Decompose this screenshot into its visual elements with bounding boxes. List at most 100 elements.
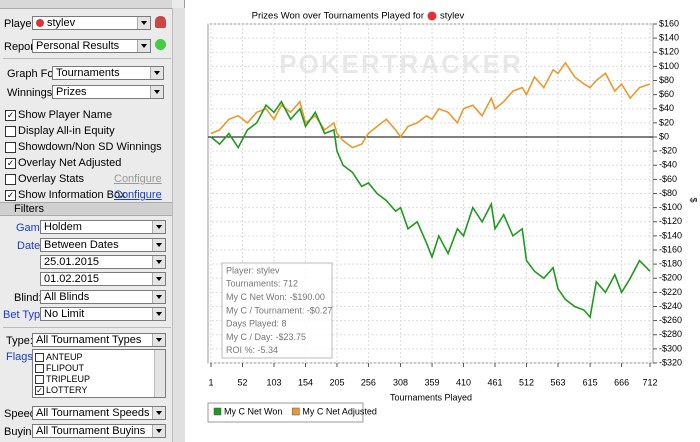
y-tick-label: $80 xyxy=(659,75,674,85)
player-icon xyxy=(427,11,437,21)
label: Date: xyxy=(17,240,44,252)
label: Winnings in: xyxy=(7,87,67,99)
blind-select[interactable]: All Blinds xyxy=(40,290,166,304)
label: Bet Type: xyxy=(3,309,50,321)
y-tick-label: -$280 xyxy=(659,329,682,339)
checkbox[interactable]: ✓ xyxy=(5,190,16,201)
checkbox[interactable] xyxy=(35,375,44,384)
y-tick-label: -$260 xyxy=(659,315,682,325)
checkbox[interactable] xyxy=(5,174,16,185)
info-line: My C / Tournament: -$0.27 xyxy=(226,305,332,315)
type-select[interactable]: All Tournament Types xyxy=(32,333,166,347)
x-tick-label: 666 xyxy=(614,377,629,387)
flag-label: TRIPLEUP xyxy=(46,374,91,384)
legend-swatch xyxy=(292,407,300,416)
checkbox-label: Showdown/Non SD Winnings xyxy=(18,141,162,153)
flag-label: ANTEUP xyxy=(46,352,83,362)
x-tick-label: 512 xyxy=(519,377,534,387)
info-line: ROI %: -5.34 xyxy=(226,345,278,355)
info-line: My C Net Won: -$190.00 xyxy=(226,292,325,302)
value: All Tournament Types xyxy=(36,334,142,346)
series-line xyxy=(210,61,651,149)
value: 01.02.2015 xyxy=(44,273,100,285)
separator xyxy=(3,327,171,328)
flag-label: FLIPOUT xyxy=(46,363,85,373)
value: stylev xyxy=(47,17,76,29)
y-tick-label: $120 xyxy=(659,47,679,57)
y-tick-label: -$100 xyxy=(659,202,682,212)
scrollbar[interactable] xyxy=(172,8,185,442)
info-box-bg xyxy=(221,262,333,359)
chart-title-player: stylev xyxy=(440,11,465,22)
flag-label: LOTTERY xyxy=(46,385,88,395)
list-scrollbar[interactable] xyxy=(154,350,165,397)
x-tick-label: 256 xyxy=(361,377,376,387)
flags-list: ANTEUP FLIPOUT TRIPLEUP ✓ LOTTERY xyxy=(32,349,166,398)
value: All Blinds xyxy=(44,291,90,303)
chart-bg xyxy=(186,0,700,442)
bet-type-select[interactable]: No Limit xyxy=(40,307,166,321)
value: Between Dates xyxy=(44,239,119,251)
legend-box xyxy=(207,402,364,423)
y-tick-label: -$120 xyxy=(659,216,682,226)
value: Tournaments xyxy=(56,67,120,79)
checkbox[interactable] xyxy=(35,364,44,373)
value: Holdem xyxy=(44,221,82,233)
legend-label: My C Net Won xyxy=(224,406,282,416)
report-button[interactable] xyxy=(155,39,166,50)
y-tick-label: $60 xyxy=(659,89,674,99)
configure-link[interactable]: Configure xyxy=(114,189,162,201)
series-line xyxy=(210,100,651,319)
y-tick-label: $0 xyxy=(659,131,669,141)
x-tick-label: 1 xyxy=(208,377,213,387)
y-tick-label: -$20 xyxy=(659,146,677,156)
filters-title: Filters xyxy=(14,203,44,215)
buyin-select[interactable]: All Tournament Buyins xyxy=(32,424,166,438)
info-line: Days Played: 8 xyxy=(226,319,287,329)
value: Personal Results xyxy=(36,40,120,52)
game-select[interactable]: Holdem xyxy=(40,220,166,234)
checkbox[interactable] xyxy=(35,353,44,362)
label: Graph For: xyxy=(7,68,61,80)
player-select[interactable]: stylev xyxy=(32,16,151,30)
checkbox[interactable]: ✓ xyxy=(5,110,16,121)
info-line: Player: stylev xyxy=(226,265,280,275)
value: All Tournament Speeds xyxy=(36,407,150,419)
label: Speed: xyxy=(4,408,39,420)
checkbox[interactable]: ✓ xyxy=(5,158,16,169)
legend-swatch xyxy=(213,407,222,416)
x-tick-label: 205 xyxy=(329,377,344,387)
info-line: My C / Day: -$23.75 xyxy=(226,332,306,342)
y-tick-label: -$180 xyxy=(659,259,682,269)
x-tick-label: 103 xyxy=(266,377,281,387)
date-to[interactable]: 01.02.2015 xyxy=(40,272,166,286)
y-tick-label: -$60 xyxy=(659,174,677,184)
winnings-select[interactable]: Prizes xyxy=(52,85,164,99)
x-tick-label: 712 xyxy=(642,377,657,387)
configure-link[interactable]: Configure xyxy=(114,173,162,185)
y-tick-label: $40 xyxy=(659,103,674,113)
checkbox[interactable] xyxy=(5,126,16,137)
player-button[interactable] xyxy=(155,16,166,28)
label: Type: xyxy=(6,335,33,347)
y-tick-label: -$320 xyxy=(659,357,682,367)
graph-for-select[interactable]: Tournaments xyxy=(52,66,164,80)
checkbox-label: Display All-in Equity xyxy=(18,125,115,137)
checkbox[interactable]: ✓ xyxy=(35,386,44,395)
report-select[interactable]: Personal Results xyxy=(32,39,151,53)
speed-select[interactable]: All Tournament Speeds xyxy=(32,406,166,420)
checkbox-label: Overlay Stats xyxy=(18,173,85,185)
x-tick-label: 154 xyxy=(298,377,313,387)
value: All Tournament Buyins xyxy=(36,425,146,437)
legend-label: My C Net Adjusted xyxy=(302,406,377,416)
settings-panel: Player: stylev Report: Personal Results … xyxy=(0,0,185,442)
value: 25.01.2015 xyxy=(44,256,100,268)
watermark: POKERTRACKER xyxy=(279,49,523,79)
chart-title: Prizes Won over Tournaments Played for xyxy=(252,11,424,22)
checkbox[interactable] xyxy=(5,142,16,153)
date-select[interactable]: Between Dates xyxy=(40,238,166,252)
panel-header xyxy=(0,0,172,9)
date-from[interactable]: 25.01.2015 xyxy=(40,255,166,269)
y-tick-label: $160 xyxy=(659,18,679,28)
separator xyxy=(3,58,171,59)
